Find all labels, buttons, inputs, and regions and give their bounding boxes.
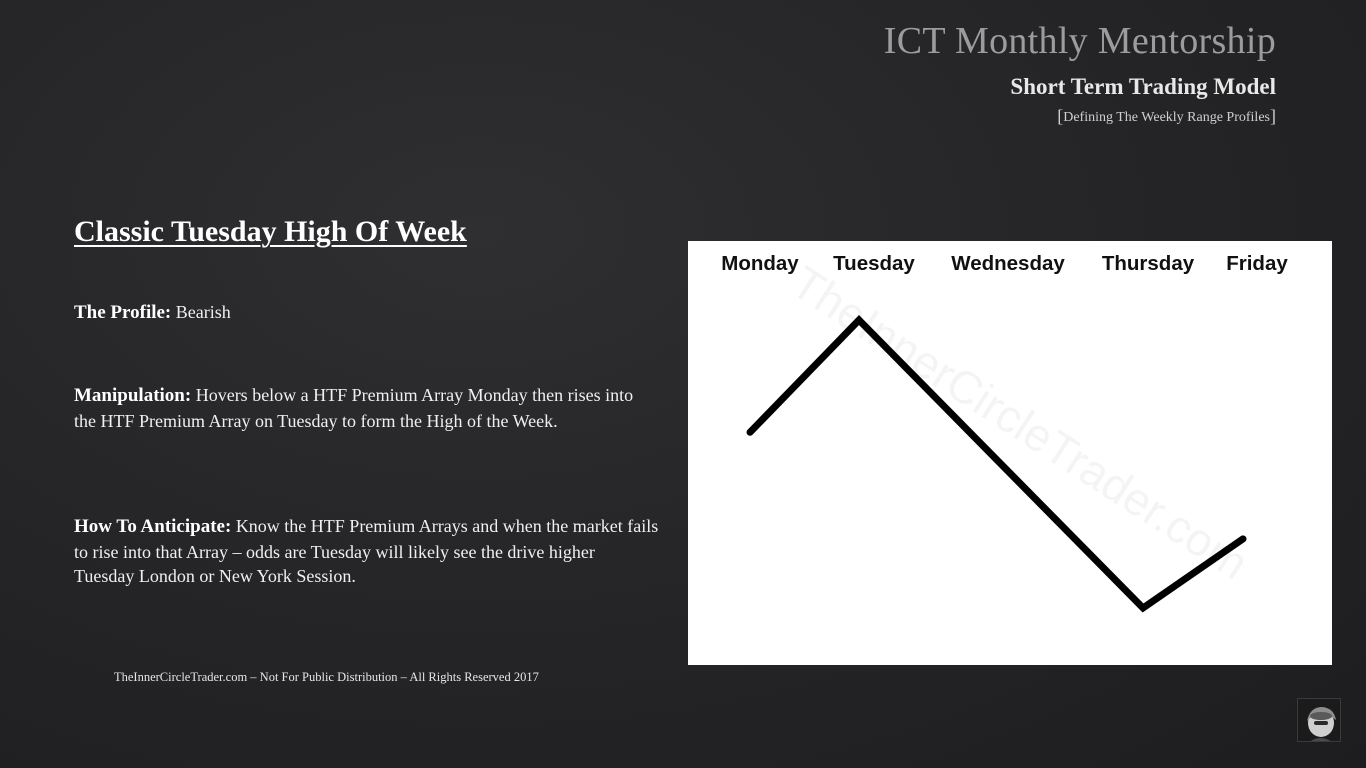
presenter-avatar-glyph — [1298, 699, 1340, 741]
slide-title: Classic Tuesday High Of Week — [74, 215, 467, 248]
course-subtitle: Short Term Trading Model — [1010, 74, 1276, 99]
day-label-friday: Friday — [1226, 252, 1288, 275]
section-tag: [Defining The Weekly Range Profiles] — [884, 107, 1276, 127]
tag-open-bracket: [ — [1057, 106, 1064, 126]
slide-header: ICT Monthly Mentorship Short Term Tradin… — [884, 18, 1276, 127]
manipulation-paragraph: Manipulation: Hovers below a HTF Premium… — [74, 383, 659, 433]
day-label-thursday: Thursday — [1102, 252, 1195, 275]
tag-close-bracket: ] — [1270, 106, 1276, 126]
weekly-profile-diagram: TheInnerCircleTrader.com Monday Tuesday … — [688, 241, 1332, 665]
day-label-wednesday: Wednesday — [951, 252, 1065, 275]
profile-text: Bearish — [175, 302, 231, 322]
anticipate-label: How To Anticipate: — [74, 516, 232, 537]
profile-label: The Profile: — [74, 302, 172, 323]
day-label-monday: Monday — [721, 252, 799, 275]
presenter-avatar-icon — [1297, 698, 1341, 742]
profile-paragraph: The Profile: Bearish — [74, 300, 659, 326]
manipulation-label: Manipulation: — [74, 385, 192, 406]
day-label-tuesday: Tuesday — [833, 252, 915, 275]
section-tag-text: Defining The Weekly Range Profiles — [1063, 110, 1270, 125]
anticipate-text: Know the HTF Premium Arrays and when the… — [74, 516, 659, 586]
anticipate-paragraph: How To Anticipate: Know the HTF Premium … — [74, 514, 659, 589]
copyright-footer: TheInnerCircleTrader.com – Not For Publi… — [114, 670, 539, 684]
weekly-price-path — [746, 314, 1247, 613]
watermark-text: TheInnerCircleTrader.com — [783, 256, 1258, 590]
manipulation-text: Hovers below a HTF Premium Array Monday … — [74, 385, 634, 431]
course-title: ICT Monthly Mentorship — [883, 20, 1276, 62]
weekly-profile-svg: TheInnerCircleTrader.com Monday Tuesday … — [721, 252, 1288, 613]
